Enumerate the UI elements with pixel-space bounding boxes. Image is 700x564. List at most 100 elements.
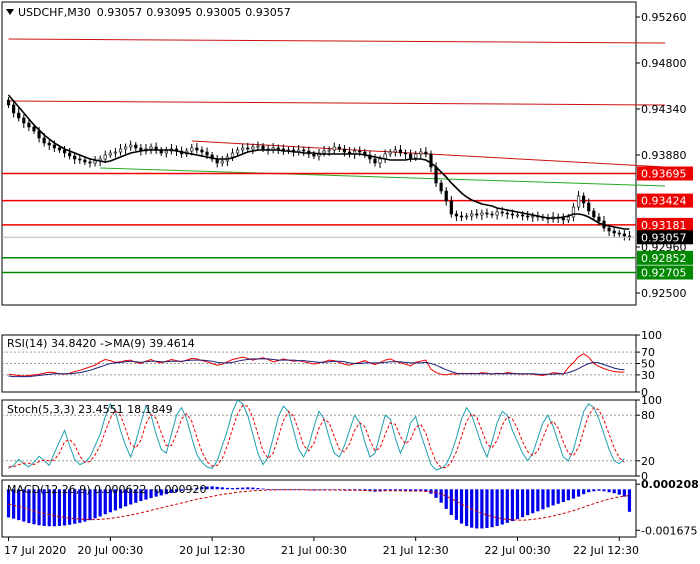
macd-bar[interactable] [520,489,525,518]
macd-signal-line[interactable] [8,489,630,521]
macd-bar[interactable] [546,489,550,508]
candle[interactable] [235,147,240,156]
candle[interactable] [129,140,133,152]
candle[interactable] [93,156,97,167]
macd-bar[interactable] [246,487,250,490]
candle[interactable] [62,146,67,158]
candle[interactable] [6,97,11,108]
candle[interactable] [617,230,621,237]
candle[interactable] [485,208,489,219]
macd-bar[interactable] [566,489,570,501]
macd-bar[interactable] [134,489,138,503]
candle[interactable] [495,208,499,220]
candle[interactable] [103,150,107,164]
candle[interactable] [230,148,235,162]
candle[interactable] [124,143,128,155]
macd-bar[interactable] [185,489,189,491]
candle[interactable] [490,211,494,218]
macd-bar[interactable] [241,487,245,490]
macd-bar[interactable] [444,489,448,509]
macd-bar[interactable] [556,489,560,504]
candle[interactable] [118,144,123,156]
candle[interactable] [429,150,433,173]
candle[interactable] [134,142,138,151]
macd-bar[interactable] [490,489,494,528]
macd-bar[interactable] [68,489,72,525]
candle[interactable] [113,148,118,158]
macd-bar[interactable] [149,489,153,499]
candle[interactable] [373,154,377,167]
macd-bar[interactable] [93,489,97,519]
macd-bar[interactable] [12,489,16,519]
macd-bar[interactable] [576,489,581,497]
candle[interactable] [388,149,392,157]
candle[interactable] [68,148,72,160]
macd-bar[interactable] [485,489,489,528]
macd-bar[interactable] [200,487,204,490]
macd-bar[interactable] [302,489,306,491]
macd-bar[interactable] [215,486,219,490]
macd-bar[interactable] [144,489,148,500]
rsi-ma-line[interactable] [8,358,625,378]
candle[interactable] [73,152,77,165]
macd-bar[interactable] [307,489,311,491]
macd-bar[interactable] [571,489,576,499]
macd-bar[interactable] [210,486,214,490]
macd-bar[interactable] [251,487,255,490]
macd-bar[interactable] [52,489,56,527]
macd-bar[interactable] [561,489,565,503]
macd-bar[interactable] [73,489,77,524]
candle[interactable] [246,143,250,153]
macd-bar[interactable] [297,489,301,491]
macd-bar[interactable] [526,489,530,516]
candle[interactable] [515,212,520,218]
macd-bar[interactable] [409,489,413,492]
macd-bar[interactable] [174,489,179,492]
macd-bar[interactable] [607,489,611,493]
macd-bar[interactable] [57,489,62,526]
macd-bar[interactable] [403,489,408,492]
candle[interactable] [251,143,255,155]
candle[interactable] [526,211,530,221]
candle[interactable] [464,213,469,220]
candle[interactable] [582,192,586,209]
macd-bar[interactable] [37,489,41,526]
macd-bar[interactable] [286,489,291,491]
macd-bar[interactable] [164,489,168,495]
macd-bar[interactable] [230,488,235,490]
macd-bar[interactable] [424,489,428,492]
macd-bar[interactable] [235,487,240,490]
macd-bar[interactable] [612,489,616,494]
macd-bar[interactable] [531,489,535,514]
macd-bar[interactable] [454,489,459,520]
macd-bar[interactable] [98,489,102,517]
candle[interactable] [612,226,616,238]
macd-bar[interactable] [398,489,403,491]
macd-bar[interactable] [515,489,520,520]
macd-bar[interactable] [449,489,453,515]
macd-bar[interactable] [281,489,285,491]
macd-bar[interactable] [419,489,423,492]
collapse-triangle-icon[interactable] [6,9,14,15]
candle[interactable] [403,149,408,160]
candle[interactable] [475,209,479,219]
trendline[interactable] [191,140,666,168]
macd-bar[interactable] [627,489,632,512]
macd-bar[interactable] [169,489,174,493]
macd-bar[interactable] [195,487,199,490]
macd-bar[interactable] [291,489,296,491]
candle[interactable] [622,230,626,241]
candle[interactable] [459,211,464,222]
macd-bar[interactable] [32,489,36,525]
macd-bar[interactable] [139,489,143,502]
macd-bar[interactable] [220,487,224,490]
macd-bar[interactable] [103,489,107,515]
candle[interactable] [449,196,453,218]
macd-bar[interactable] [582,489,586,495]
macd-bar[interactable] [495,489,499,526]
macd-bar[interactable] [459,489,464,524]
candle[interactable] [587,198,591,216]
macd-bar[interactable] [393,489,397,491]
